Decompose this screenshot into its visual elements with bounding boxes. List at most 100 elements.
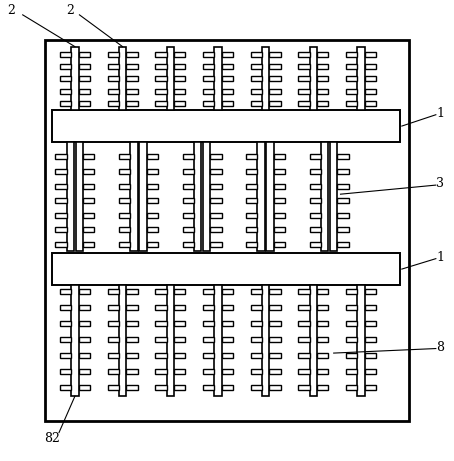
Bar bbox=[317, 369, 328, 374]
Bar bbox=[155, 384, 167, 390]
Bar bbox=[83, 242, 94, 247]
Bar bbox=[310, 183, 321, 189]
Bar bbox=[83, 227, 94, 232]
Bar bbox=[203, 384, 214, 390]
Bar bbox=[251, 290, 262, 294]
Bar bbox=[147, 154, 158, 160]
Bar bbox=[108, 89, 119, 94]
Bar bbox=[346, 77, 357, 81]
Bar bbox=[119, 285, 126, 396]
Bar bbox=[155, 64, 167, 69]
Text: 3: 3 bbox=[436, 177, 444, 190]
Bar bbox=[251, 369, 262, 374]
Bar bbox=[79, 353, 90, 358]
Bar bbox=[298, 305, 310, 310]
Bar bbox=[222, 353, 233, 358]
Bar bbox=[251, 321, 262, 326]
Bar bbox=[346, 101, 357, 106]
Bar bbox=[155, 290, 167, 294]
Bar bbox=[60, 337, 71, 342]
Bar bbox=[298, 321, 310, 326]
Bar bbox=[251, 89, 262, 94]
Bar bbox=[203, 305, 214, 310]
Bar bbox=[174, 89, 185, 94]
Bar bbox=[203, 77, 214, 81]
Bar bbox=[346, 290, 357, 294]
Bar bbox=[119, 242, 130, 247]
Bar bbox=[317, 353, 328, 358]
Bar bbox=[298, 52, 310, 57]
Bar bbox=[346, 384, 357, 390]
Bar bbox=[269, 369, 281, 374]
Bar bbox=[60, 290, 71, 294]
Bar bbox=[346, 64, 357, 69]
Bar bbox=[174, 64, 185, 69]
Bar bbox=[262, 285, 269, 396]
Bar bbox=[108, 353, 119, 358]
Bar bbox=[83, 198, 94, 203]
Bar bbox=[126, 77, 138, 81]
Bar bbox=[55, 169, 67, 174]
Bar bbox=[257, 142, 265, 251]
Bar bbox=[269, 337, 281, 342]
Bar bbox=[251, 337, 262, 342]
Bar bbox=[310, 47, 317, 110]
Bar bbox=[155, 77, 167, 81]
Bar bbox=[222, 290, 233, 294]
Bar bbox=[60, 369, 71, 374]
Bar bbox=[174, 384, 185, 390]
Bar bbox=[317, 290, 328, 294]
Bar bbox=[79, 290, 90, 294]
Bar bbox=[310, 227, 321, 232]
Bar bbox=[126, 305, 138, 310]
Bar bbox=[71, 47, 79, 110]
Bar bbox=[52, 253, 400, 285]
Bar bbox=[310, 285, 317, 396]
Bar bbox=[126, 64, 138, 69]
Bar bbox=[126, 369, 138, 374]
Bar bbox=[183, 169, 194, 174]
Bar bbox=[60, 77, 71, 81]
Bar bbox=[76, 142, 83, 251]
Bar bbox=[147, 198, 158, 203]
Bar bbox=[298, 384, 310, 390]
Bar bbox=[126, 290, 138, 294]
Bar bbox=[321, 142, 328, 251]
Bar bbox=[174, 369, 185, 374]
Bar bbox=[79, 369, 90, 374]
Bar bbox=[203, 142, 210, 251]
Bar bbox=[203, 89, 214, 94]
Bar bbox=[346, 321, 357, 326]
Bar bbox=[251, 77, 262, 81]
Bar bbox=[317, 101, 328, 106]
Bar bbox=[183, 154, 194, 160]
Text: 2: 2 bbox=[7, 4, 15, 17]
Bar bbox=[210, 154, 222, 160]
Bar bbox=[365, 101, 376, 106]
Bar bbox=[246, 169, 257, 174]
Bar bbox=[365, 369, 376, 374]
Bar bbox=[317, 384, 328, 390]
Bar bbox=[310, 169, 321, 174]
Bar bbox=[79, 101, 90, 106]
Bar bbox=[60, 101, 71, 106]
Bar bbox=[274, 213, 285, 218]
Bar bbox=[79, 77, 90, 81]
Bar bbox=[222, 89, 233, 94]
Bar bbox=[251, 353, 262, 358]
Bar bbox=[274, 198, 285, 203]
Bar bbox=[346, 369, 357, 374]
Bar bbox=[365, 77, 376, 81]
Bar bbox=[337, 169, 349, 174]
Bar bbox=[337, 242, 349, 247]
Bar bbox=[45, 40, 409, 421]
Text: 1: 1 bbox=[436, 107, 444, 120]
Bar bbox=[108, 321, 119, 326]
Bar bbox=[139, 142, 147, 251]
Bar bbox=[365, 290, 376, 294]
Bar bbox=[269, 321, 281, 326]
Bar bbox=[126, 321, 138, 326]
Bar bbox=[79, 384, 90, 390]
Bar bbox=[108, 52, 119, 57]
Bar bbox=[155, 52, 167, 57]
